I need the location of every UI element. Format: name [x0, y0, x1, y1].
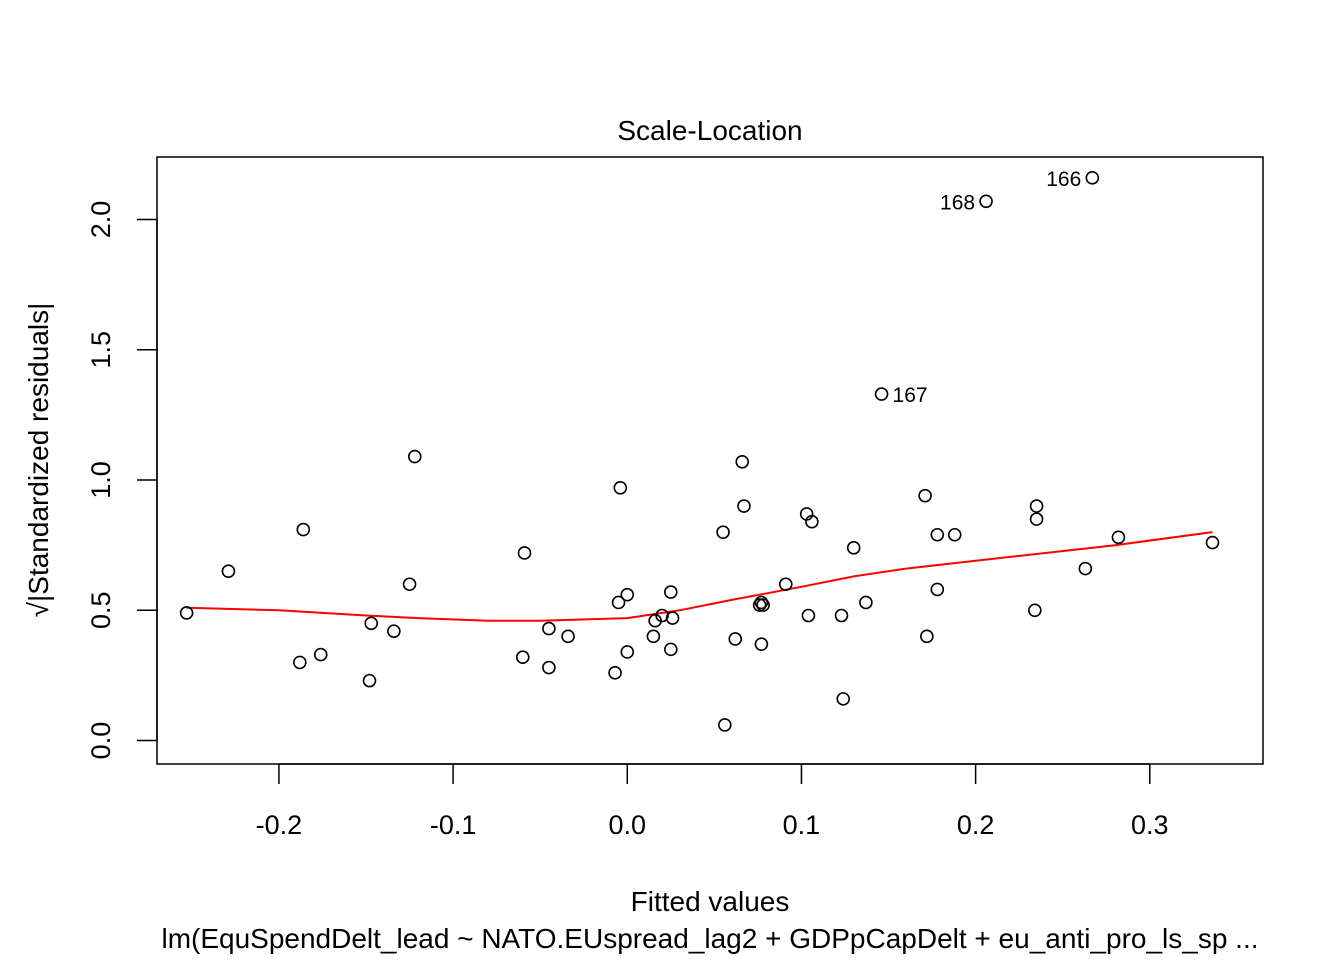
data-point: [805, 514, 819, 529]
data-point: [930, 582, 945, 597]
data-point: [728, 632, 743, 646]
data-point: [407, 449, 422, 464]
data-point: [716, 525, 730, 539]
data-point: [611, 595, 626, 610]
data-point: [608, 666, 622, 680]
data-point: [646, 629, 661, 644]
data-point: [836, 692, 851, 706]
data-point: [362, 673, 377, 688]
data-point: [313, 647, 328, 662]
data-point: [1205, 535, 1220, 550]
data-point: [1078, 561, 1093, 576]
data-point: [930, 527, 945, 542]
x-tick-label: 0.2: [957, 810, 995, 840]
data-point: [515, 650, 530, 664]
data-point: [1029, 512, 1044, 526]
data-point: [517, 546, 532, 560]
x-tick-label: -0.1: [430, 810, 477, 840]
x-tick-label: 0.1: [783, 810, 821, 840]
y-axis-title: √|Standardized residuals|: [23, 303, 54, 618]
data-point: [947, 527, 962, 542]
data-point: [664, 585, 678, 599]
data-point: [613, 481, 628, 495]
y-axis: 0.0 0.5 1.0 1.5 2.0: [86, 201, 158, 760]
data-point: [737, 499, 751, 513]
scatter-points: [179, 171, 1220, 732]
data-point: [561, 629, 575, 644]
data-point: [542, 660, 556, 675]
data-point: [756, 598, 770, 612]
data-point: [296, 522, 311, 537]
data-point: [834, 608, 849, 623]
data-point: [293, 655, 307, 670]
data-point: [874, 387, 889, 401]
data-point: [979, 194, 993, 209]
data-point: [364, 616, 379, 631]
data-point: [1028, 603, 1042, 618]
y-tick-label: 0.0: [86, 722, 116, 760]
x-tick-label: -0.2: [256, 810, 303, 840]
data-point: [1085, 171, 1100, 185]
outlier-labels: 167 168 166: [893, 168, 1082, 407]
data-point: [754, 595, 769, 610]
y-tick-label: 0.5: [86, 592, 116, 630]
svg-text:√|Standardized residuals|: √|Standardized residuals|: [23, 303, 54, 618]
y-tick-label: 1.0: [86, 461, 116, 499]
data-point: [655, 608, 669, 623]
data-point: [387, 624, 401, 638]
y-tick-label: 1.5: [86, 331, 116, 369]
data-point: [778, 577, 793, 592]
data-point: [1029, 499, 1044, 513]
x-axis-title: Fitted values: [631, 886, 790, 917]
outlier-label: 166: [1046, 168, 1081, 191]
data-point: [718, 718, 732, 732]
x-tick-label: 0.3: [1131, 810, 1169, 840]
data-point: [754, 637, 769, 651]
x-axis: -0.2 -0.1 0.0 0.1 0.2 0.3: [256, 763, 1169, 840]
y-axis-title-text: |Standardized residuals|: [23, 303, 54, 602]
x-tick-label: 0.0: [608, 810, 646, 840]
data-point: [542, 621, 556, 636]
data-point: [665, 611, 680, 625]
data-point: [846, 540, 861, 555]
y-axis-title-sqrt: √: [23, 601, 54, 617]
data-point: [920, 629, 934, 644]
outlier-label: 168: [940, 191, 975, 214]
plot-frame: [156, 156, 1264, 765]
chart-title: Scale-Location: [617, 115, 802, 146]
data-point: [1111, 530, 1126, 545]
y-tick-label: 2.0: [86, 201, 116, 239]
data-point: [221, 564, 236, 579]
data-point: [620, 587, 635, 602]
data-point: [735, 455, 750, 469]
data-point: [918, 488, 932, 503]
data-point: [801, 608, 816, 623]
data-point: [664, 642, 678, 657]
smoother-line: [186, 531, 1213, 622]
data-point: [620, 645, 635, 659]
outlier-label: 167: [893, 384, 928, 407]
data-point: [402, 577, 417, 592]
data-point: [859, 595, 873, 610]
data-point: [752, 598, 767, 612]
model-formula-subtitle: lm(EquSpendDelt_lead ~ NATO.EUspread_lag…: [161, 923, 1258, 954]
data-point: [179, 606, 194, 620]
